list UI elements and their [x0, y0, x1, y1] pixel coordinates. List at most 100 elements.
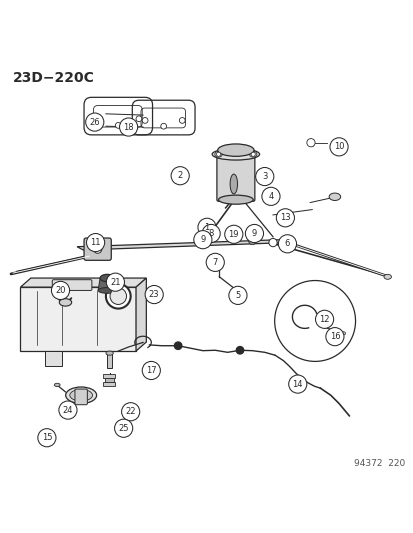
- Text: 12: 12: [318, 315, 329, 324]
- Bar: [103, 374, 115, 378]
- Circle shape: [160, 123, 166, 129]
- Text: 4: 4: [268, 192, 273, 201]
- Text: 23: 23: [149, 290, 159, 299]
- Text: 15: 15: [42, 433, 52, 442]
- Text: 6: 6: [284, 239, 290, 248]
- Polygon shape: [45, 351, 62, 366]
- Circle shape: [216, 152, 220, 156]
- FancyBboxPatch shape: [75, 389, 87, 405]
- Text: 7: 7: [212, 258, 217, 267]
- Text: 8: 8: [208, 229, 213, 238]
- Text: 18: 18: [123, 123, 133, 132]
- Ellipse shape: [70, 390, 92, 401]
- Circle shape: [106, 273, 124, 291]
- Polygon shape: [98, 278, 116, 290]
- Circle shape: [197, 218, 216, 236]
- Polygon shape: [21, 287, 136, 351]
- Text: 11: 11: [90, 238, 101, 247]
- Circle shape: [95, 116, 100, 122]
- Text: 16: 16: [329, 332, 339, 341]
- Text: 10: 10: [333, 142, 344, 151]
- Ellipse shape: [100, 274, 114, 282]
- Circle shape: [171, 167, 189, 185]
- Ellipse shape: [340, 332, 345, 335]
- Text: 2: 2: [177, 171, 183, 180]
- Circle shape: [106, 284, 131, 309]
- Text: 22: 22: [125, 407, 135, 416]
- Ellipse shape: [59, 298, 71, 306]
- Ellipse shape: [98, 287, 116, 293]
- Polygon shape: [136, 278, 146, 351]
- Ellipse shape: [218, 195, 253, 204]
- Ellipse shape: [106, 351, 113, 355]
- Circle shape: [261, 187, 279, 205]
- Circle shape: [202, 224, 220, 243]
- Circle shape: [114, 419, 133, 437]
- FancyBboxPatch shape: [52, 280, 92, 290]
- Circle shape: [51, 281, 69, 300]
- Circle shape: [274, 280, 355, 361]
- Text: 1: 1: [204, 223, 209, 232]
- Bar: [259, 173, 262, 178]
- Ellipse shape: [54, 383, 60, 386]
- Text: 13: 13: [280, 213, 290, 222]
- Circle shape: [59, 401, 77, 419]
- Circle shape: [278, 235, 296, 253]
- Circle shape: [121, 402, 140, 421]
- FancyBboxPatch shape: [216, 152, 254, 201]
- Text: 24: 24: [62, 406, 73, 415]
- Circle shape: [145, 286, 163, 304]
- Circle shape: [228, 286, 247, 304]
- Circle shape: [136, 116, 142, 122]
- Circle shape: [275, 209, 294, 227]
- Circle shape: [179, 118, 185, 123]
- Circle shape: [199, 240, 206, 247]
- Ellipse shape: [230, 174, 237, 194]
- Circle shape: [236, 346, 243, 354]
- Circle shape: [193, 231, 211, 249]
- Polygon shape: [77, 240, 287, 250]
- Circle shape: [329, 138, 347, 156]
- Circle shape: [248, 237, 256, 245]
- Circle shape: [38, 429, 56, 447]
- Circle shape: [251, 152, 255, 156]
- Text: 94372  220: 94372 220: [353, 459, 404, 468]
- FancyBboxPatch shape: [84, 238, 111, 260]
- Text: 19: 19: [228, 230, 238, 239]
- Polygon shape: [21, 278, 146, 287]
- Circle shape: [142, 361, 160, 379]
- Ellipse shape: [217, 144, 254, 156]
- Circle shape: [224, 225, 242, 244]
- Circle shape: [142, 118, 147, 123]
- Circle shape: [245, 224, 263, 243]
- Circle shape: [315, 310, 333, 328]
- Text: 25: 25: [118, 424, 128, 433]
- Circle shape: [174, 342, 181, 350]
- Text: 17: 17: [146, 366, 156, 375]
- Ellipse shape: [249, 151, 256, 157]
- Text: 14: 14: [292, 379, 302, 389]
- Text: 5: 5: [235, 291, 240, 300]
- Bar: [103, 382, 115, 386]
- Text: 9: 9: [251, 229, 256, 238]
- Text: 9: 9: [200, 235, 205, 244]
- Circle shape: [85, 113, 104, 131]
- Circle shape: [306, 139, 314, 147]
- Ellipse shape: [66, 387, 96, 403]
- Bar: [104, 378, 114, 382]
- Text: 21: 21: [110, 278, 120, 287]
- Ellipse shape: [214, 151, 222, 157]
- Circle shape: [86, 233, 104, 252]
- Circle shape: [93, 245, 102, 253]
- Circle shape: [110, 288, 126, 304]
- Text: 26: 26: [89, 118, 100, 126]
- Text: 20: 20: [55, 286, 66, 295]
- Bar: [107, 354, 112, 368]
- Text: 23D−220C: 23D−220C: [13, 70, 95, 85]
- Circle shape: [206, 253, 224, 271]
- Circle shape: [288, 375, 306, 393]
- Circle shape: [325, 328, 343, 346]
- Circle shape: [119, 118, 138, 136]
- Ellipse shape: [328, 193, 340, 200]
- Text: 3: 3: [261, 172, 267, 181]
